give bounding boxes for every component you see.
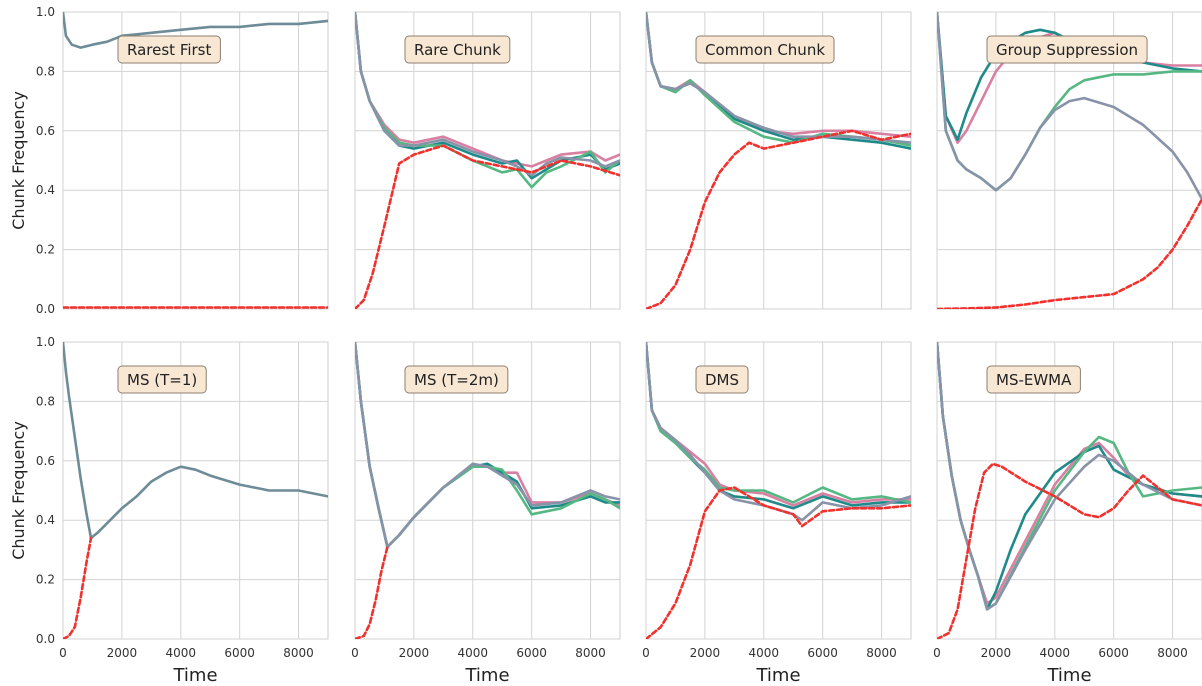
chart-panel-3: Common Chunk: [645, 11, 912, 310]
series-group: [355, 12, 620, 309]
panel-title-box: [117, 35, 221, 64]
x-tick-label: 0: [351, 646, 359, 660]
series-line-5: [355, 545, 389, 639]
series-line-1: [63, 12, 328, 49]
panel-title-text: MS (T=1): [127, 371, 197, 389]
series-line-4: [646, 12, 911, 144]
panel-title: MS (T=1): [117, 365, 207, 394]
x-tick-label: 0: [933, 646, 941, 660]
series-line-1: [63, 342, 328, 540]
series-line-5: [937, 462, 1202, 639]
panel-title: Rare Chunk: [404, 35, 511, 64]
series-line-2: [63, 536, 93, 639]
y-tick-label: 0.8: [36, 394, 55, 408]
panel-title-text: Group Suppression: [996, 41, 1138, 59]
x-axis-label: Time: [1046, 665, 1091, 686]
chart-panel-6: 0 2000 4000 6000 8000 MS (T=2m) Time: [351, 341, 621, 686]
chart-panel-8: 0 2000 4000 6000 8000 MS-EWMA Time: [933, 341, 1202, 686]
x-tick-label: 8000: [283, 646, 314, 660]
series-line-5: [646, 486, 911, 639]
y-tick-label: 1.0: [36, 335, 55, 349]
chart-panel-7: 0 2000 4000 6000 8000 DMS Time: [642, 341, 912, 686]
y-tick-label: 0.8: [36, 64, 55, 78]
panel-title-text: Rarest First: [127, 41, 212, 59]
series-group: [937, 342, 1202, 639]
panel-title: Common Chunk: [695, 35, 835, 64]
series-group: [63, 342, 328, 639]
panel-title-box: [695, 365, 749, 394]
chart-panel-2: Rare Chunk: [354, 11, 621, 310]
y-axis-label: Chunk Frequency: [9, 421, 28, 560]
y-tick-label: 0.2: [36, 573, 55, 587]
x-tick-label: 0: [59, 646, 67, 660]
y-tick-label: 0.6: [36, 454, 55, 468]
panel-title-box: [986, 365, 1081, 394]
panel-title: MS (T=2m): [404, 365, 509, 394]
panel-title-text: Common Chunk: [705, 41, 825, 59]
panel-title-box: [404, 365, 509, 394]
x-tick-label: 6000: [1098, 646, 1129, 660]
chart-panel-5: 0.0 0.2 0.4 0.6 0.8 1.0 0 2000 4000 6000 8000 MS (T…: [9, 335, 329, 686]
series-line-4: [355, 12, 620, 177]
series-line-4: [646, 342, 911, 522]
panel-title-text: MS-EWMA: [996, 371, 1072, 389]
x-tick-label: 4000: [166, 646, 197, 660]
panel-title-text: DMS: [705, 371, 739, 389]
panel-title-box: [986, 35, 1148, 64]
series-line-4: [937, 12, 1202, 201]
series-line-5: [355, 144, 620, 309]
chart-panel-4: Group Suppression: [936, 11, 1202, 310]
y-tick-label: 0.6: [36, 124, 55, 138]
x-axis-label: Time: [464, 665, 509, 686]
panel-title: Group Suppression: [986, 35, 1148, 64]
series-line-4: [355, 342, 620, 549]
panel-title: DMS: [695, 365, 749, 394]
y-tick-label: 0.0: [36, 302, 55, 316]
x-tick-label: 4000: [1040, 646, 1071, 660]
x-axis-label: Time: [755, 665, 800, 686]
series-group: [355, 342, 620, 639]
series-group: [646, 12, 911, 309]
y-tick-label: 0.2: [36, 243, 55, 257]
panel-title-text: MS (T=2m): [414, 371, 499, 389]
x-tick-label: 8000: [1157, 646, 1188, 660]
panel-title: MS-EWMA: [986, 365, 1081, 394]
series-line-5: [646, 129, 911, 309]
panel-title: Rarest First: [117, 35, 221, 64]
x-tick-label: 0: [642, 646, 650, 660]
x-tick-label: 4000: [458, 646, 489, 660]
plot-area: [645, 341, 912, 640]
x-tick-label: 2000: [107, 646, 138, 660]
x-axis-label: Time: [172, 665, 217, 686]
x-tick-label: 8000: [866, 646, 897, 660]
chart-panel-1: 0.0 0.2 0.4 0.6 0.8 1.0 Rarest First Chunk Freq…: [9, 5, 329, 316]
series-line-4: [937, 342, 1202, 611]
panel-title-box: [695, 35, 835, 64]
panel-title-box: [117, 365, 207, 394]
series-group: [63, 12, 328, 309]
x-tick-label: 6000: [516, 646, 547, 660]
y-tick-label: 0.4: [36, 513, 55, 527]
y-axis-label: Chunk Frequency: [9, 91, 28, 230]
x-tick-label: 2000: [399, 646, 430, 660]
y-tick-label: 0.0: [36, 632, 55, 646]
x-tick-label: 4000: [749, 646, 780, 660]
x-tick-label: 6000: [224, 646, 255, 660]
x-tick-label: 8000: [575, 646, 606, 660]
x-tick-label: 2000: [981, 646, 1012, 660]
panel-title-box: [404, 35, 511, 64]
x-tick-label: 6000: [807, 646, 838, 660]
panel-title-text: Rare Chunk: [414, 41, 501, 59]
y-tick-label: 0.4: [36, 183, 55, 197]
x-tick-label: 2000: [690, 646, 721, 660]
y-tick-label: 1.0: [36, 5, 55, 19]
series-group: [646, 342, 911, 639]
series-line-5: [937, 197, 1202, 309]
